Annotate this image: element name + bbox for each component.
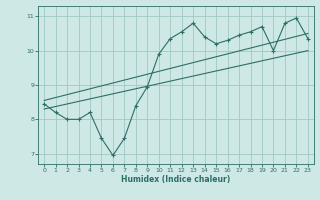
X-axis label: Humidex (Indice chaleur): Humidex (Indice chaleur) — [121, 175, 231, 184]
